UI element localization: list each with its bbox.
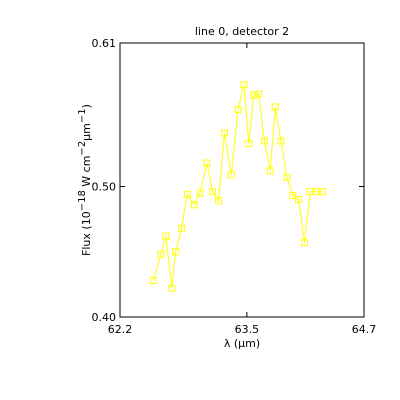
data-point [190,201,198,209]
data-point [157,250,165,258]
data-point [245,139,253,147]
data-point [196,189,204,197]
y-label-mid: W cm [80,156,93,191]
plot-frame [119,42,365,318]
data-point [255,90,263,98]
data-point [300,239,308,247]
data-point [168,284,176,292]
data-point [227,171,235,179]
data-point [234,106,242,114]
data-point [250,91,258,99]
y-label-exp2: −2 [77,141,88,156]
y-tick-label: 0.61 [92,37,117,50]
data-point [266,167,274,175]
x-tick-label: 62.2 [108,323,133,336]
y-label-prefix: Flux (10 [80,211,93,256]
data-point [289,192,297,200]
y-label-exp1: −18 [77,190,88,211]
y-tick-labels: 0.40 0.50 0.61 [92,37,117,324]
data-point [203,159,211,167]
x-axis-label: λ (μm) [224,337,260,350]
x-tick-label: 63.5 [235,323,260,336]
data-point [271,103,279,111]
y-tick-label: 0.50 [92,181,117,194]
data-point [312,188,320,196]
y-label-mid2: μm [80,123,93,141]
data-point [240,81,248,89]
data-point [220,129,228,137]
x-tick-labels: 62.2 63.5 64.7 [108,323,377,336]
y-label-exp3: −1 [77,108,88,123]
data-point [162,232,170,240]
data-point [260,137,268,145]
data-point [172,248,180,256]
data-point [215,197,223,205]
data-point [149,276,157,284]
x-tick-label: 64.7 [352,323,377,336]
data-point [177,224,185,232]
axis-ticks [119,42,365,318]
y-tick-label: 0.40 [92,311,117,324]
data-point [209,188,217,196]
data-series [149,81,327,292]
data-point [283,173,291,181]
data-point [295,196,303,204]
chart-title: line 0, detector 2 [195,25,289,38]
series-line [152,84,323,289]
y-axis-label: Flux (10−18 W cm−2μm−1) [77,104,93,256]
data-point [319,188,327,196]
data-point [183,190,191,198]
y-label-suffix: ) [80,104,93,108]
data-point [277,137,285,145]
